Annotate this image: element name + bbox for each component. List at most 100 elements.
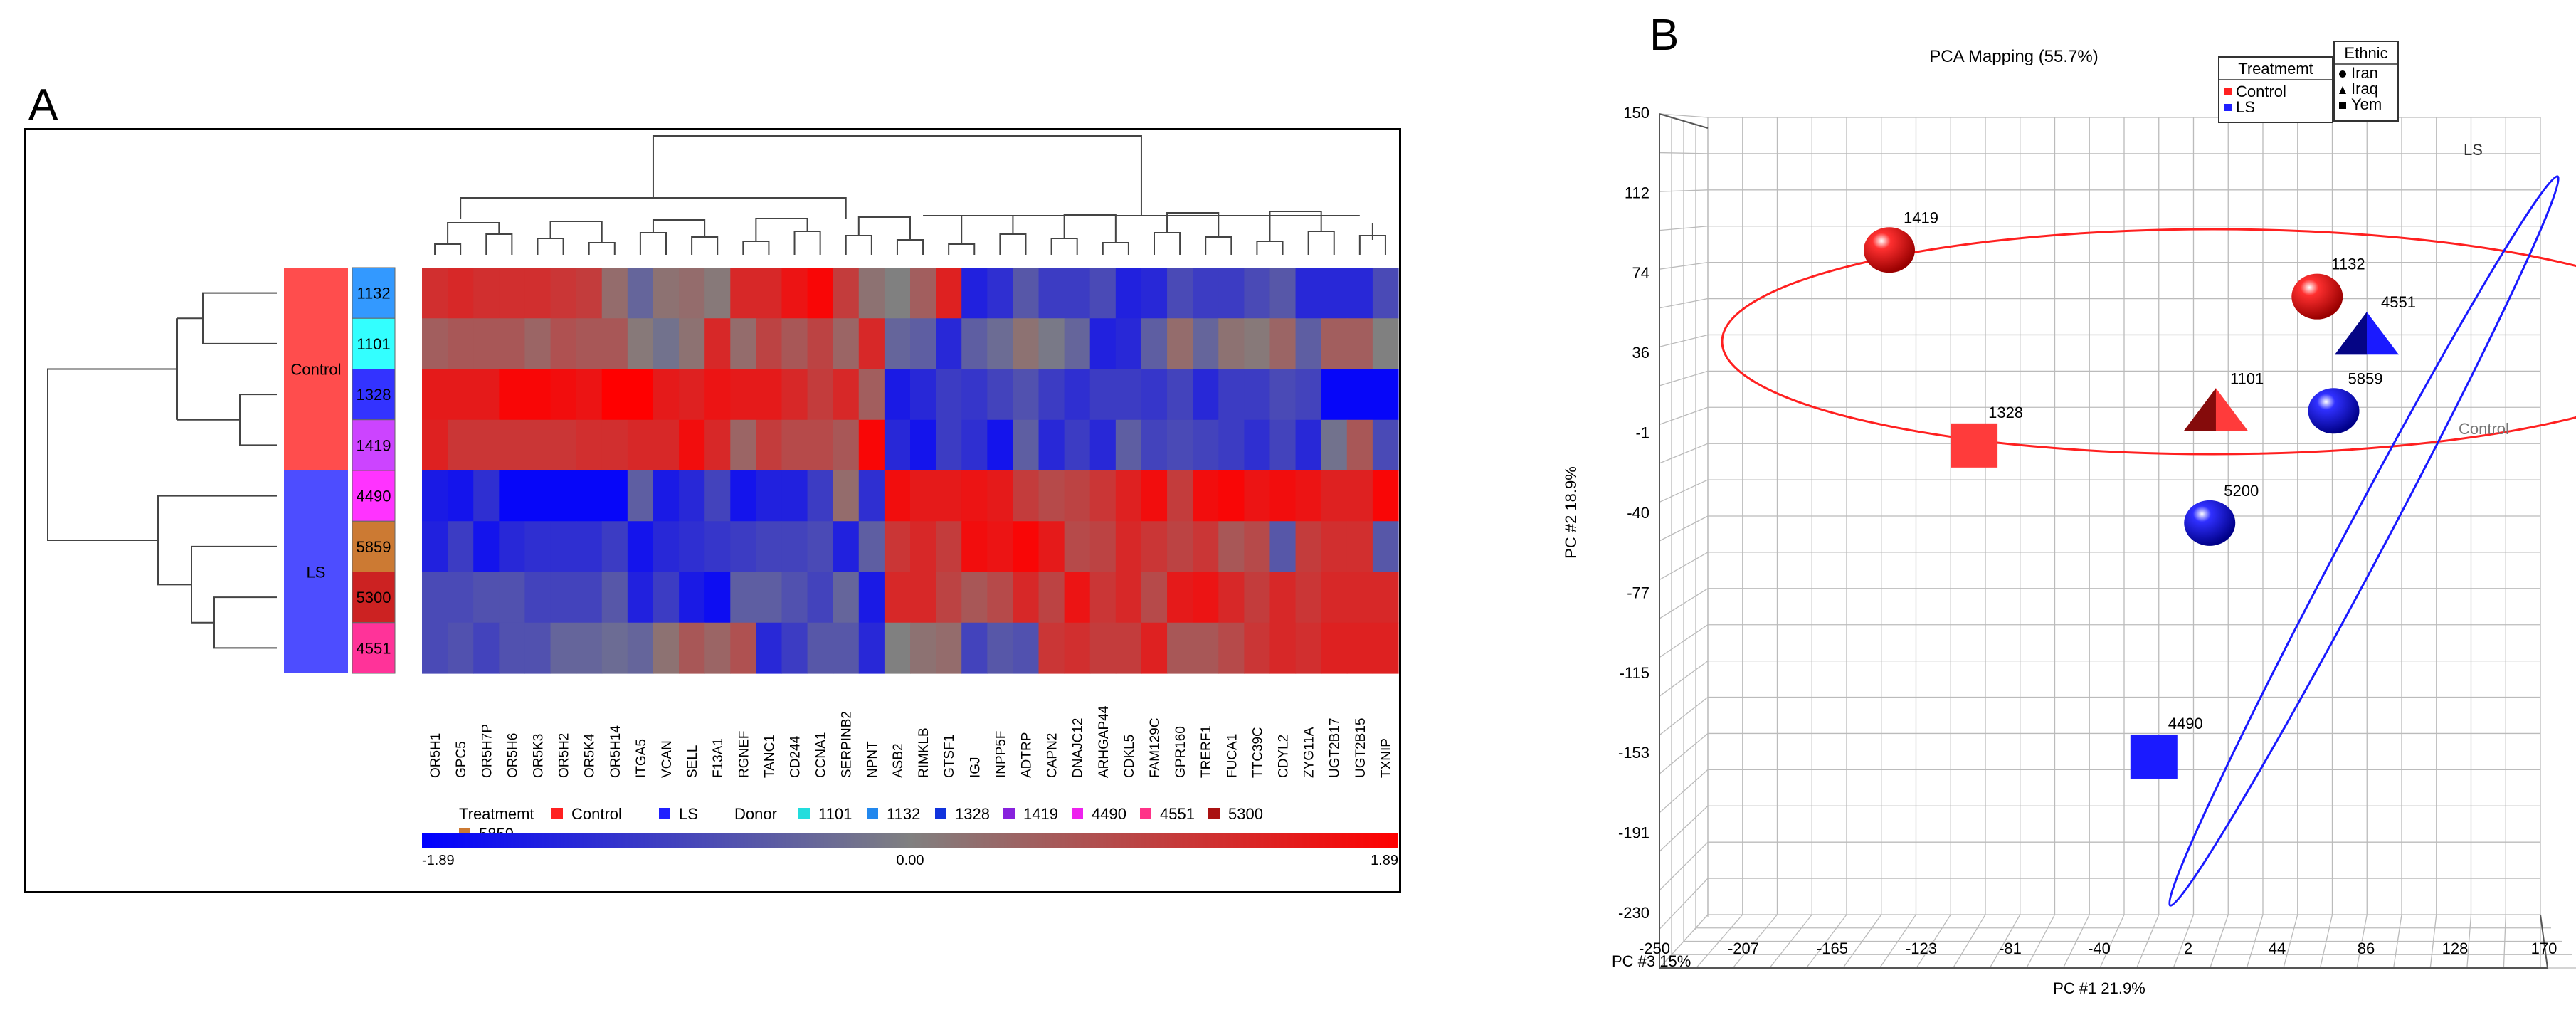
dendrogram-branch xyxy=(1166,212,1220,237)
heatmap-cell xyxy=(576,470,603,522)
heatmap-cell xyxy=(756,622,783,674)
heatmap-cell xyxy=(730,622,756,674)
heatmap-cell xyxy=(1038,318,1065,370)
ls-ellipse xyxy=(2168,175,2560,907)
heatmap-cell xyxy=(499,521,526,573)
heatmap-cell xyxy=(987,419,1014,471)
heatmap-cell xyxy=(422,318,448,370)
heatmap-cell xyxy=(422,419,448,471)
column-label: ZYG11A xyxy=(1302,727,1317,778)
heatmap-cell xyxy=(576,419,603,471)
heatmap-cell xyxy=(730,521,756,573)
heatmap-cell xyxy=(961,318,988,370)
heatmap-cell xyxy=(1321,268,1348,319)
legend-item-label: 5300 xyxy=(1228,805,1263,823)
column-label: UGT2B15 xyxy=(1353,718,1368,778)
legend-title: Treatmemt xyxy=(459,805,534,823)
heatmap-cell xyxy=(730,572,756,624)
heatmap-cell xyxy=(627,318,654,370)
dendrogram-branch xyxy=(857,216,911,240)
heatmap-cell xyxy=(1193,622,1219,674)
heatmap-cell xyxy=(987,318,1014,370)
heatmap-cell xyxy=(1167,419,1193,471)
heatmap-cell xyxy=(807,572,834,624)
heatmap-cell xyxy=(730,369,756,421)
heatmap-cell xyxy=(473,318,500,370)
heatmap-cell xyxy=(1372,470,1399,522)
colorbar-mid-label: 0.00 xyxy=(897,853,924,868)
donor-label: 4551 xyxy=(357,639,391,657)
heatmap-cell xyxy=(704,318,731,370)
heatmap-cell xyxy=(550,622,577,674)
heatmap-cell xyxy=(1321,521,1348,573)
heatmap-cell xyxy=(884,622,911,674)
heatmap-cell xyxy=(858,470,885,522)
dendrogram-branch xyxy=(948,243,976,255)
colorbar-max-label: 1.89 xyxy=(1371,853,1398,868)
heatmap-cell xyxy=(601,572,628,624)
donor-label: 1419 xyxy=(357,436,391,454)
heatmap-cell xyxy=(1346,622,1373,674)
heatmap-cell xyxy=(936,470,962,522)
donor-label: 1101 xyxy=(357,335,390,353)
column-label: RIMKLB xyxy=(917,727,931,778)
column-label: UGT2B17 xyxy=(1328,718,1343,778)
heatmap-cell xyxy=(1244,419,1271,471)
x-axis-label: PC #1 21.9% xyxy=(2053,979,2145,997)
heatmap-cell xyxy=(601,318,628,370)
legend-title: Ethnic xyxy=(2344,44,2387,62)
colorbar xyxy=(422,833,1398,848)
legend-marker xyxy=(2339,70,2346,78)
heatmap-cell xyxy=(448,268,474,319)
pca-floor xyxy=(1659,914,2576,969)
heatmap-cell xyxy=(1218,470,1245,522)
heatmap-cell xyxy=(756,470,783,522)
heatmap-cell xyxy=(781,572,808,624)
y-tick-label: -115 xyxy=(1620,664,1649,682)
heatmap-cell xyxy=(1346,419,1373,471)
heatmap-cell xyxy=(627,572,654,624)
legend-item-label: LS xyxy=(2236,98,2255,116)
heatmap-cell xyxy=(1167,622,1193,674)
heatmap-cell xyxy=(524,268,551,319)
legend-swatch xyxy=(551,808,563,819)
x-tick-label: 86 xyxy=(2358,940,2375,957)
heatmap-cell xyxy=(1244,268,1271,319)
y-tick-label: -40 xyxy=(1627,504,1649,522)
dendrogram-branch xyxy=(793,231,821,255)
data-point-label: 4551 xyxy=(2381,293,2416,311)
heatmap-cell xyxy=(1321,572,1348,624)
heatmap-cell xyxy=(1244,572,1271,624)
pca-left-wall xyxy=(1659,113,1709,969)
donor-bars: 1132 1101 1328 1419 4490 5859 5300 4551 xyxy=(352,267,396,674)
heatmap-cell xyxy=(1115,369,1142,421)
heatmap-cell xyxy=(576,318,603,370)
heatmap-cell xyxy=(1295,521,1322,573)
legend-title: Treatmemt xyxy=(2238,60,2313,78)
dendrogram-branch xyxy=(239,394,277,446)
heatmap-cell xyxy=(1013,369,1040,421)
heatmap-cell xyxy=(961,521,988,573)
pca-axes xyxy=(1659,113,2549,969)
heatmap-cell xyxy=(524,369,551,421)
column-label: CAPN2 xyxy=(1045,733,1060,778)
heatmap-cell xyxy=(524,521,551,573)
data-point-sphere xyxy=(2308,388,2360,434)
heatmap-cell xyxy=(653,318,680,370)
heatmap-cell xyxy=(550,369,577,421)
heatmap-cell xyxy=(756,521,783,573)
heatmap-cell xyxy=(1089,572,1117,624)
heatmap-cell xyxy=(679,268,705,319)
x-tick-label: 44 xyxy=(2269,940,2286,957)
data-point-label: 5200 xyxy=(2224,482,2259,500)
donor-label: 5300 xyxy=(357,589,391,606)
column-label: TRERF1 xyxy=(1199,725,1214,778)
grid-line xyxy=(1659,113,1709,118)
heatmap-cell xyxy=(473,268,500,319)
heatmap-cell xyxy=(1038,572,1065,624)
heatmap-cell xyxy=(524,622,551,674)
heatmap-cell xyxy=(987,369,1014,421)
heatmap-cell xyxy=(422,622,448,674)
